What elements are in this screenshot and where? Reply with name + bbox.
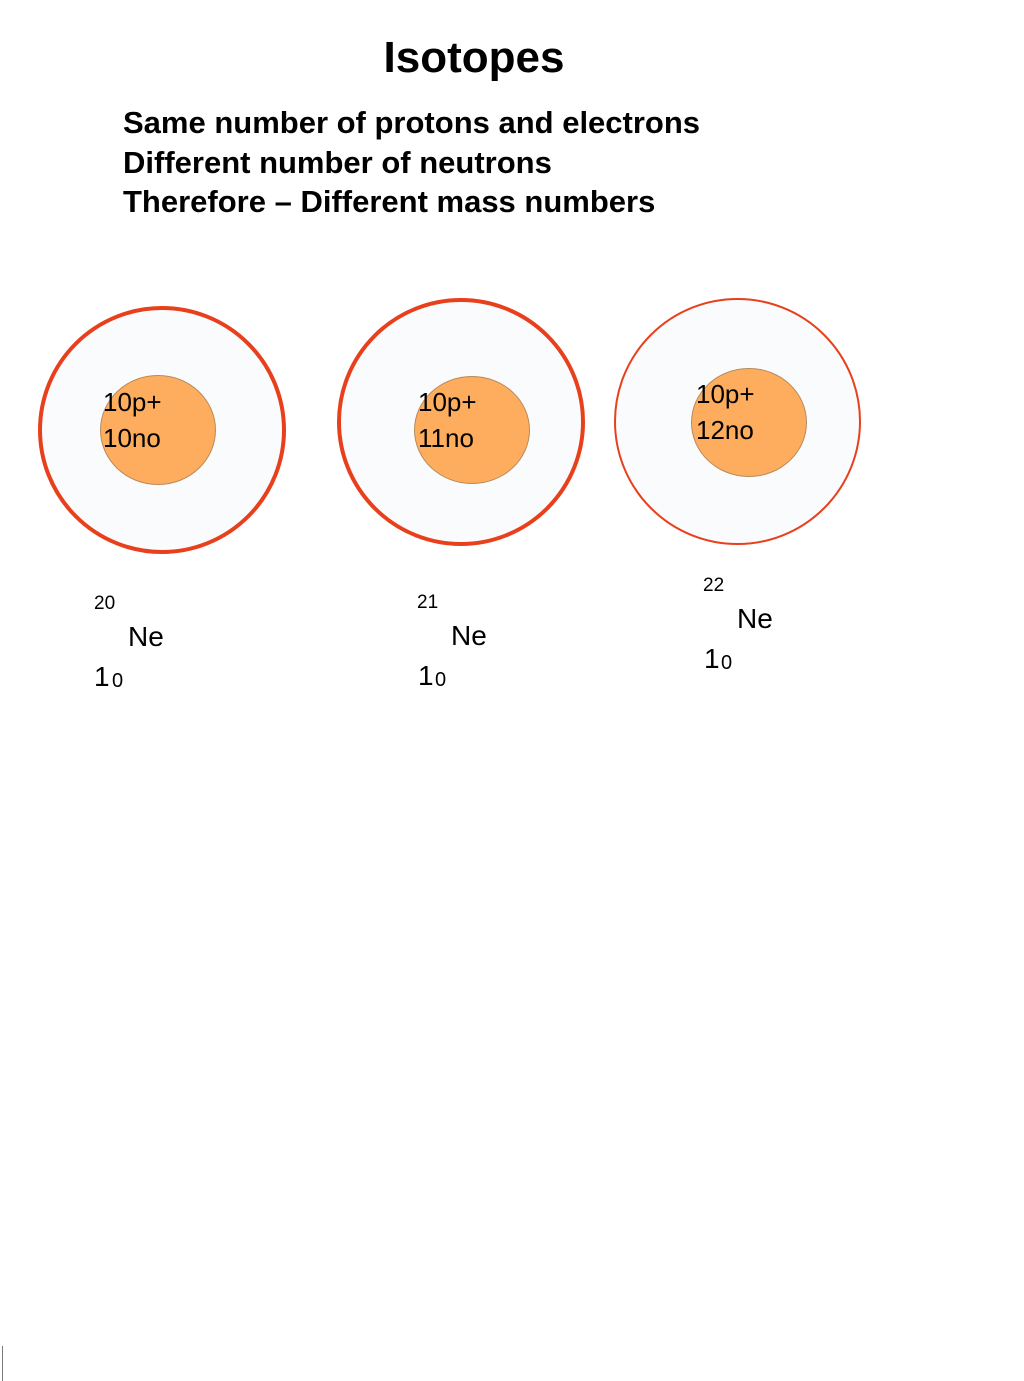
atomic-number: 1 [704, 643, 720, 674]
proton-count: 10p+ [103, 387, 162, 417]
mass-number: 21 [417, 592, 439, 613]
proton-count: 10p+ [696, 379, 755, 409]
proton-count: 10p+ [418, 387, 477, 417]
atomic-number-subscript: 0 [435, 669, 447, 691]
atomic-number-subscript: 0 [112, 670, 124, 692]
element-symbol: Ne [128, 621, 164, 652]
mass-number: 22 [703, 575, 725, 596]
page-title: Isotopes [383, 33, 565, 82]
element-symbol: Ne [737, 603, 773, 634]
nucleus-label: 10p+ 11no [418, 384, 477, 456]
atomic-number: 1 [94, 661, 110, 692]
neutron-count: 12no [696, 415, 754, 445]
atomic-number: 1 [418, 660, 434, 691]
bullet-item: Same number of protons and electrons [123, 105, 701, 140]
nucleus [691, 368, 807, 477]
atomic-number-subscript: 0 [721, 652, 733, 674]
bullet-item: Different number of neutrons [123, 144, 552, 180]
nucleus [414, 376, 530, 484]
nucleus-label: 10p+ 12no [696, 376, 755, 448]
bullet-item: Therefore – Different mass numbers [123, 184, 656, 219]
page-edge-divider [2, 1346, 3, 1381]
mass-number: 20 [94, 593, 116, 614]
nucleus-label: 10p+ 10no [103, 384, 162, 456]
element-symbol: Ne [451, 620, 487, 651]
neutron-count: 10no [103, 423, 161, 453]
neutron-count: 11no [418, 423, 474, 453]
nucleus [100, 375, 216, 485]
bullet-list: Same number of protons and electrons Dif… [123, 103, 700, 222]
